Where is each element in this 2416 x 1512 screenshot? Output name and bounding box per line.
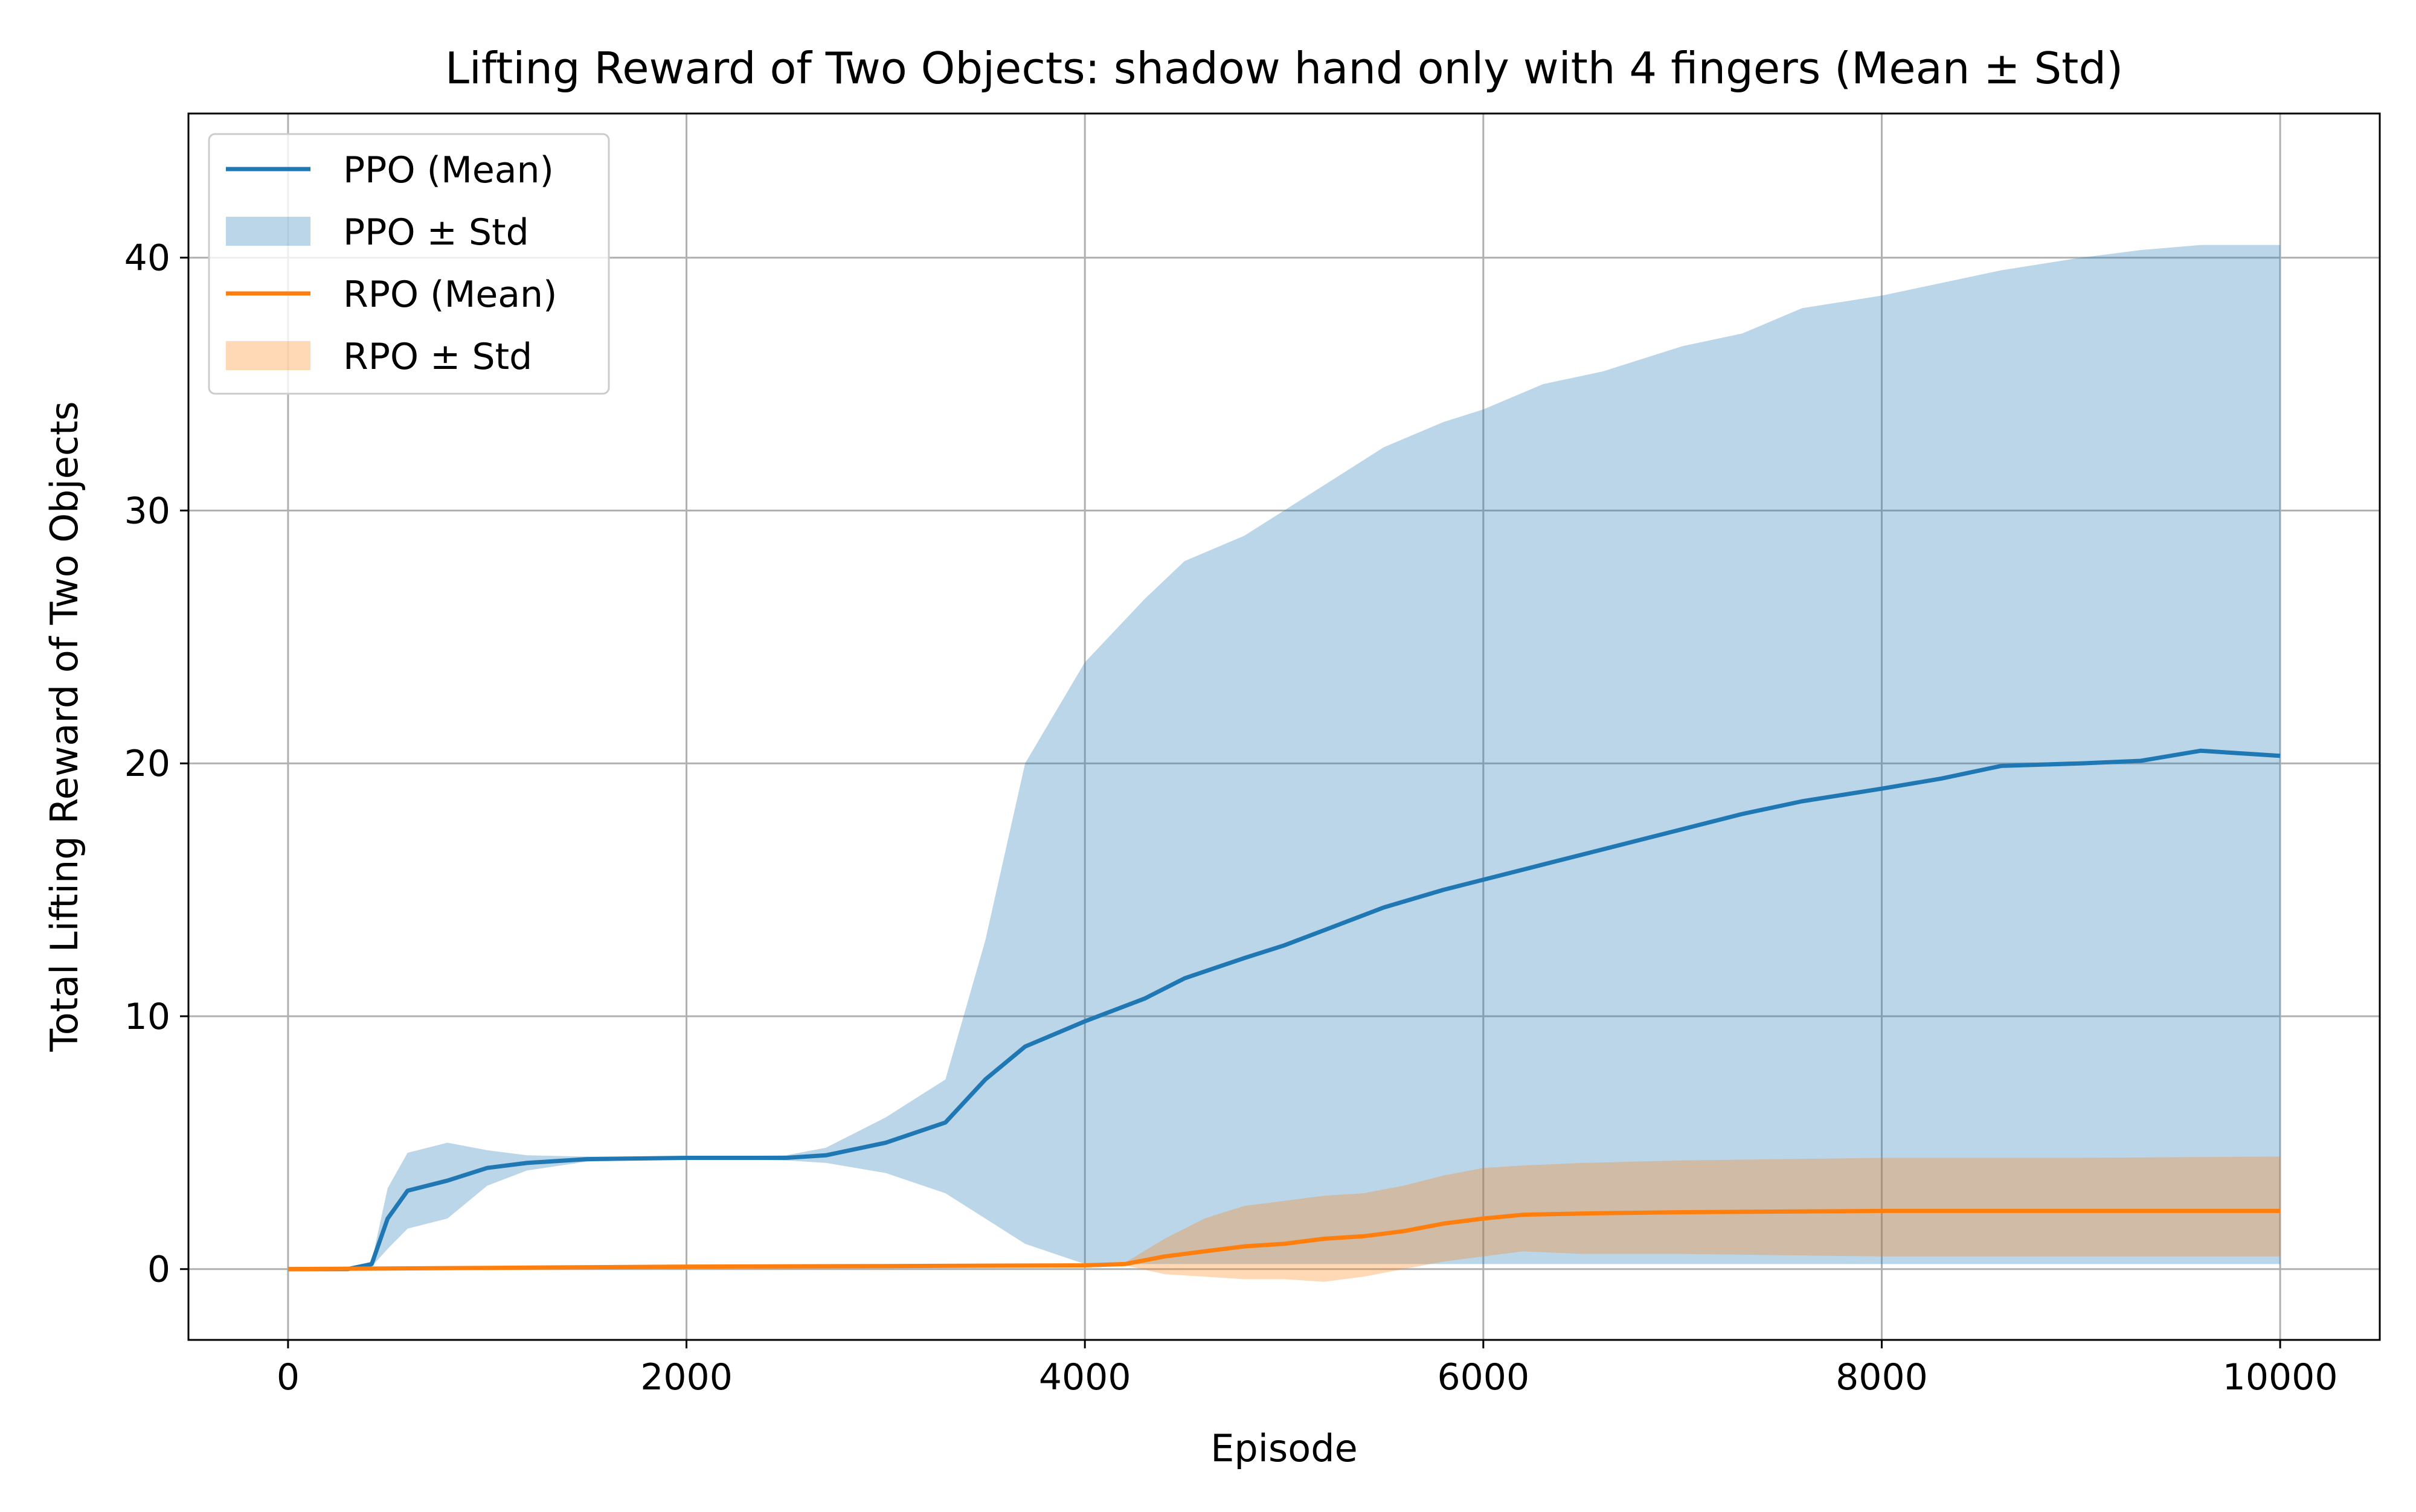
x-tick-label: 4000 <box>1039 1356 1131 1398</box>
x-axis-label: Episode <box>1210 1426 1358 1470</box>
series-line-rpo <box>288 1208 2281 1272</box>
y-tick-label: 30 <box>124 490 170 532</box>
y-tick-label: 10 <box>124 996 170 1038</box>
line-layer <box>288 748 2281 1272</box>
plot-frame <box>187 112 2381 1341</box>
grid-layer <box>188 114 2380 1340</box>
legend-label: PPO (Mean) <box>343 149 554 191</box>
x-tick-label: 10000 <box>2223 1356 2338 1398</box>
legend-box <box>208 133 610 395</box>
legend-label: RPO ± Std <box>343 336 532 378</box>
tick-layer: 0 2000 4000 6000 8000 10000 0 10 20 30 40 <box>124 237 2338 1398</box>
legend-patch-swatch <box>226 341 310 370</box>
y-tick-label: 40 <box>124 237 170 280</box>
x-tick-label: 2000 <box>640 1356 733 1398</box>
series-band-rpo <box>288 1156 2281 1282</box>
band-layer <box>288 245 2281 1282</box>
y-axis-label: Total Lifting Reward of Two Objects <box>42 401 86 1052</box>
legend-label: RPO (Mean) <box>343 274 557 316</box>
legend-label: PPO ± Std <box>343 211 529 254</box>
y-tick-label: 20 <box>124 743 170 785</box>
x-tick-label: 0 <box>277 1356 300 1398</box>
series-line-ppo <box>288 748 2281 1272</box>
legend-patch-swatch <box>226 217 310 246</box>
legend: PPO (Mean) PPO ± Std RPO (Mean) RPO ± Std <box>208 133 610 395</box>
series-band-ppo <box>288 245 2281 1269</box>
x-tick-label: 6000 <box>1437 1356 1529 1398</box>
y-tick-label: 0 <box>147 1249 170 1291</box>
x-tick-label: 8000 <box>1836 1356 1928 1398</box>
chart-title: Lifting Reward of Two Objects: shadow ha… <box>445 43 2123 94</box>
